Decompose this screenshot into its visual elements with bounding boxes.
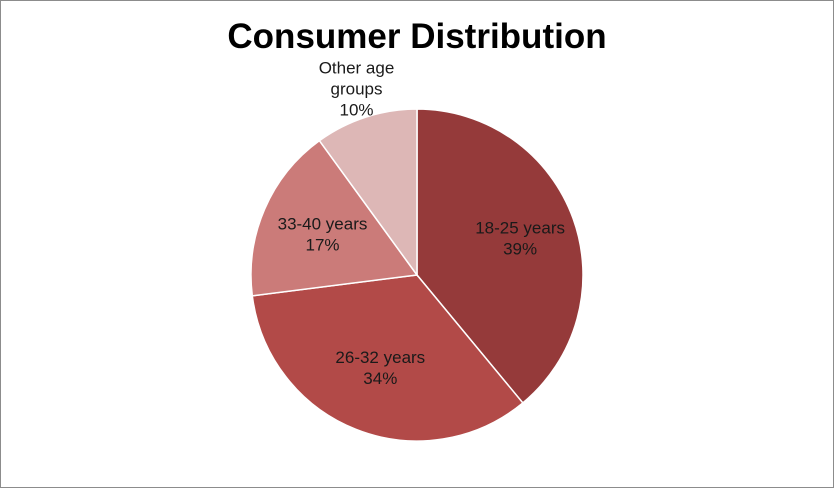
chart-title: Consumer Distribution	[227, 17, 607, 56]
slice-label-3: Other age groups 10%	[319, 59, 395, 120]
slice-value-label: 10%	[339, 101, 373, 120]
slice-value-label: 17%	[305, 236, 339, 255]
slice-category-label: groups	[331, 80, 383, 99]
slice-category-label: 33-40 years	[278, 215, 368, 234]
slice-label-2: 33-40 years 17%	[278, 215, 368, 255]
slice-label-0: 18-25 years 39%	[475, 218, 565, 258]
slice-category-label: 26-32 years	[335, 348, 425, 367]
pie-slice-1	[251, 274, 524, 442]
slice-value-label: 39%	[503, 239, 537, 258]
slice-category-label: Other age	[319, 59, 395, 78]
pie-slice-0	[416, 108, 584, 404]
pie-slice-3	[318, 108, 418, 278]
slice-value-label: 34%	[363, 369, 397, 388]
slice-category-label: 18-25 years	[475, 218, 565, 237]
pie-slice-2	[250, 139, 419, 297]
slice-label-1: 26-32 years 34%	[335, 348, 425, 388]
